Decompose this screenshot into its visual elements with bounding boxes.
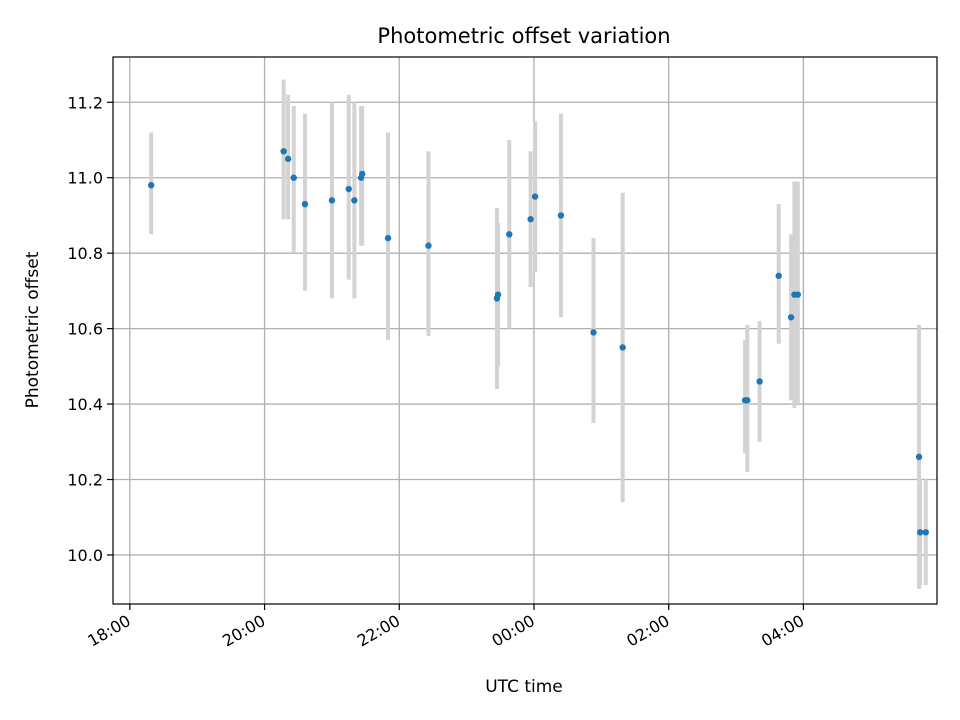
data-point: [756, 378, 763, 385]
data-point: [619, 344, 626, 351]
data-point: [425, 242, 432, 249]
y-tick-label: 10.0: [67, 546, 103, 565]
data-point: [916, 529, 924, 536]
data-point: [590, 329, 597, 336]
data-point: [527, 216, 534, 223]
data-point: [557, 212, 565, 219]
plot-frame: [112, 56, 938, 605]
y-tick-label: 10.4: [67, 395, 103, 414]
data-point: [915, 453, 923, 461]
y-tick-label: 10.2: [67, 471, 103, 490]
chart-title: Photometric offset variation: [377, 24, 670, 48]
data-point: [301, 200, 309, 208]
data-point: [359, 170, 366, 178]
data-point: [494, 291, 502, 298]
y-tick-label: 10.8: [67, 244, 103, 263]
data-point: [775, 272, 782, 279]
data-point: [794, 291, 801, 298]
data-point: [787, 314, 795, 321]
data-points: [147, 148, 929, 536]
data-point: [351, 197, 358, 204]
data-point: [744, 397, 751, 404]
data-point: [384, 234, 392, 242]
data-point: [147, 182, 155, 189]
x-axis-label: UTC time: [485, 677, 563, 697]
data-point: [531, 193, 539, 200]
y-tick-label: 11.2: [67, 93, 103, 112]
data-point: [506, 231, 513, 238]
data-point: [290, 174, 297, 181]
data-point: [922, 529, 929, 536]
data-point: [284, 155, 292, 163]
data-point: [328, 197, 336, 204]
y-tick-label: 11.0: [67, 169, 103, 188]
y-tick-label: 10.6: [67, 320, 103, 339]
data-point: [345, 185, 352, 193]
data-point: [280, 148, 287, 155]
axes-frame: [112, 56, 938, 605]
y-axis-label: Photometric offset: [23, 251, 43, 408]
